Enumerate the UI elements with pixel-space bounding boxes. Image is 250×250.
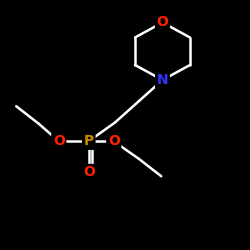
Text: P: P (84, 134, 94, 148)
Text: N: N (157, 73, 168, 87)
Text: O: O (53, 134, 65, 148)
Text: O: O (83, 166, 95, 179)
Text: O: O (108, 134, 120, 148)
Text: O: O (156, 16, 168, 30)
